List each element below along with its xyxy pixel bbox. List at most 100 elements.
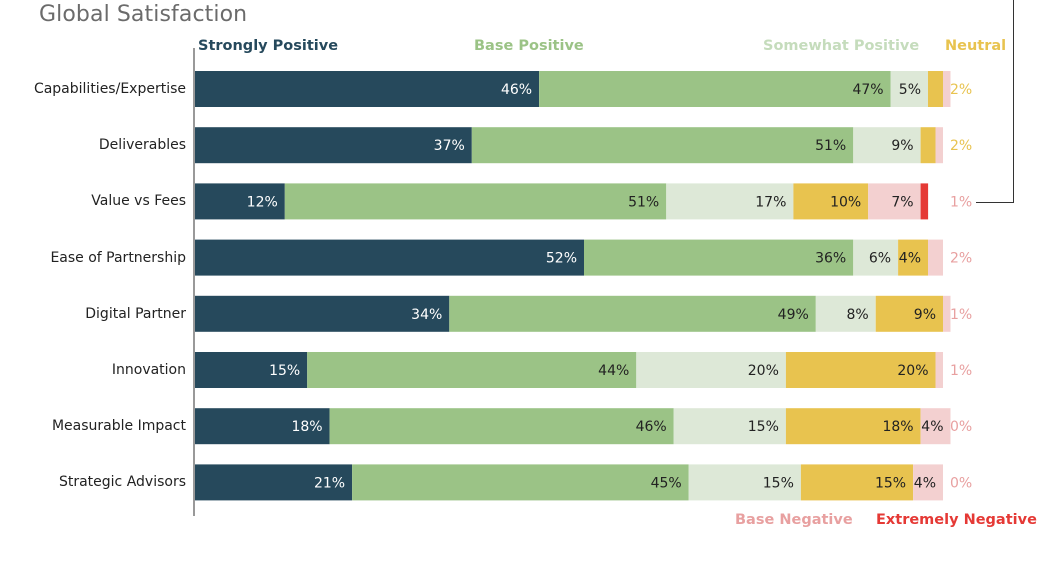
bar-segment	[890, 71, 928, 107]
chart-title: Global Satisfaction	[39, 2, 248, 27]
data-label: 15%	[748, 419, 779, 435]
data-label: 36%	[815, 251, 846, 267]
bar-segment	[195, 352, 308, 388]
data-label: 51%	[815, 138, 846, 154]
outside-data-label: 1%	[950, 363, 972, 379]
bar-segment	[815, 295, 876, 332]
bar-segment	[195, 239, 584, 276]
bar-segment	[471, 127, 854, 164]
data-label: 46%	[636, 419, 667, 435]
data-label: 10%	[830, 194, 861, 210]
outside-data-label: 0%	[950, 475, 972, 491]
data-label: 21%	[314, 475, 345, 491]
bar-segment	[636, 352, 786, 388]
data-label: 51%	[628, 194, 659, 210]
bar-segment	[195, 295, 450, 332]
data-label: 20%	[748, 363, 779, 379]
outside-data-label: 2%	[950, 138, 972, 154]
data-label: 18%	[291, 419, 322, 435]
outside-data-label: 1%	[950, 307, 972, 323]
bar-segment	[673, 408, 786, 445]
bar-segment	[935, 127, 943, 164]
category-label: Strategic Advisors	[58, 474, 186, 491]
bar-segment	[307, 352, 637, 388]
bar-segment	[284, 183, 667, 220]
data-label: 15%	[875, 475, 906, 491]
annotation-bracket-horizontal	[976, 202, 1014, 203]
bar-segment	[584, 239, 854, 276]
data-label: 17%	[755, 194, 786, 210]
bar-segment	[943, 71, 951, 107]
data-label: 47%	[852, 82, 883, 98]
category-label: Ease of Partnership	[50, 249, 186, 266]
category-label: Measurable Impact	[51, 418, 186, 435]
data-label: 15%	[763, 475, 794, 491]
data-label: 5%	[899, 82, 921, 98]
bar-segment	[539, 71, 891, 107]
bar-segment	[875, 295, 943, 332]
bar-segment	[329, 408, 674, 445]
bar-segment	[785, 352, 936, 388]
bar-segment	[195, 127, 472, 164]
data-label: 49%	[778, 307, 809, 323]
bar-segment	[666, 183, 794, 220]
bar-segment	[913, 464, 943, 501]
legend-base-positive: Base Positive	[474, 38, 584, 54]
outside-data-label: 2%	[950, 251, 972, 267]
data-label: 7%	[891, 194, 913, 210]
data-label: 34%	[411, 307, 442, 323]
data-label: 45%	[651, 475, 682, 491]
category-label: Digital Partner	[85, 305, 186, 322]
bar-segment	[943, 295, 951, 332]
data-label: 46%	[501, 82, 532, 98]
data-label: 9%	[891, 138, 913, 154]
bar-segment	[868, 183, 921, 220]
category-label: Value vs Fees	[91, 193, 186, 210]
annotation-bracket-vertical	[1013, 0, 1014, 202]
data-label: 4%	[899, 251, 921, 267]
category-label: Capabilities/Expertise	[33, 81, 186, 97]
legend-neutral: Neutral	[945, 38, 1007, 54]
outside-data-label: 1%	[950, 194, 972, 210]
data-label: 52%	[546, 251, 577, 267]
outside-data-label: 2%	[950, 82, 972, 98]
data-label: 15%	[269, 363, 300, 379]
bar-segment	[449, 295, 816, 332]
bar-segment	[853, 127, 921, 164]
bar-segment	[928, 71, 943, 107]
data-label: 18%	[882, 419, 913, 435]
bar-segment	[920, 127, 936, 164]
data-label: 4%	[921, 419, 943, 435]
legend-base-negative: Base Negative	[735, 512, 853, 528]
data-label: 44%	[598, 363, 629, 379]
bar-segment	[195, 183, 285, 220]
bar-segment	[195, 71, 540, 107]
bar-segment	[195, 408, 330, 445]
data-label: 6%	[869, 251, 891, 267]
bar-segment	[935, 352, 943, 388]
bar-segment	[928, 239, 943, 276]
data-label: 9%	[914, 307, 936, 323]
legend-strongly-positive: Strongly Positive	[198, 38, 339, 54]
data-label: 4%	[914, 475, 936, 491]
bar-segment	[688, 464, 801, 501]
data-label: 12%	[247, 194, 278, 210]
bar-segment	[920, 408, 951, 445]
bar-segment	[800, 464, 914, 501]
bar-segment	[195, 464, 353, 501]
category-label: Innovation	[111, 362, 186, 378]
data-label: 8%	[846, 307, 868, 323]
legend-somewhat-positive: Somewhat Positive	[763, 38, 920, 54]
outside-data-label: 0%	[950, 419, 972, 435]
data-label: 37%	[434, 138, 465, 154]
legend-extremely-negative: Extremely Negative	[876, 512, 1037, 528]
data-label: 20%	[897, 363, 928, 379]
bar-segment	[853, 239, 899, 276]
bar-segment	[785, 408, 921, 445]
bar-segment	[920, 183, 929, 220]
bar-segment	[898, 239, 928, 276]
bar-segment	[793, 183, 869, 220]
bar-segment	[352, 464, 689, 501]
category-label: Deliverables	[98, 137, 186, 154]
